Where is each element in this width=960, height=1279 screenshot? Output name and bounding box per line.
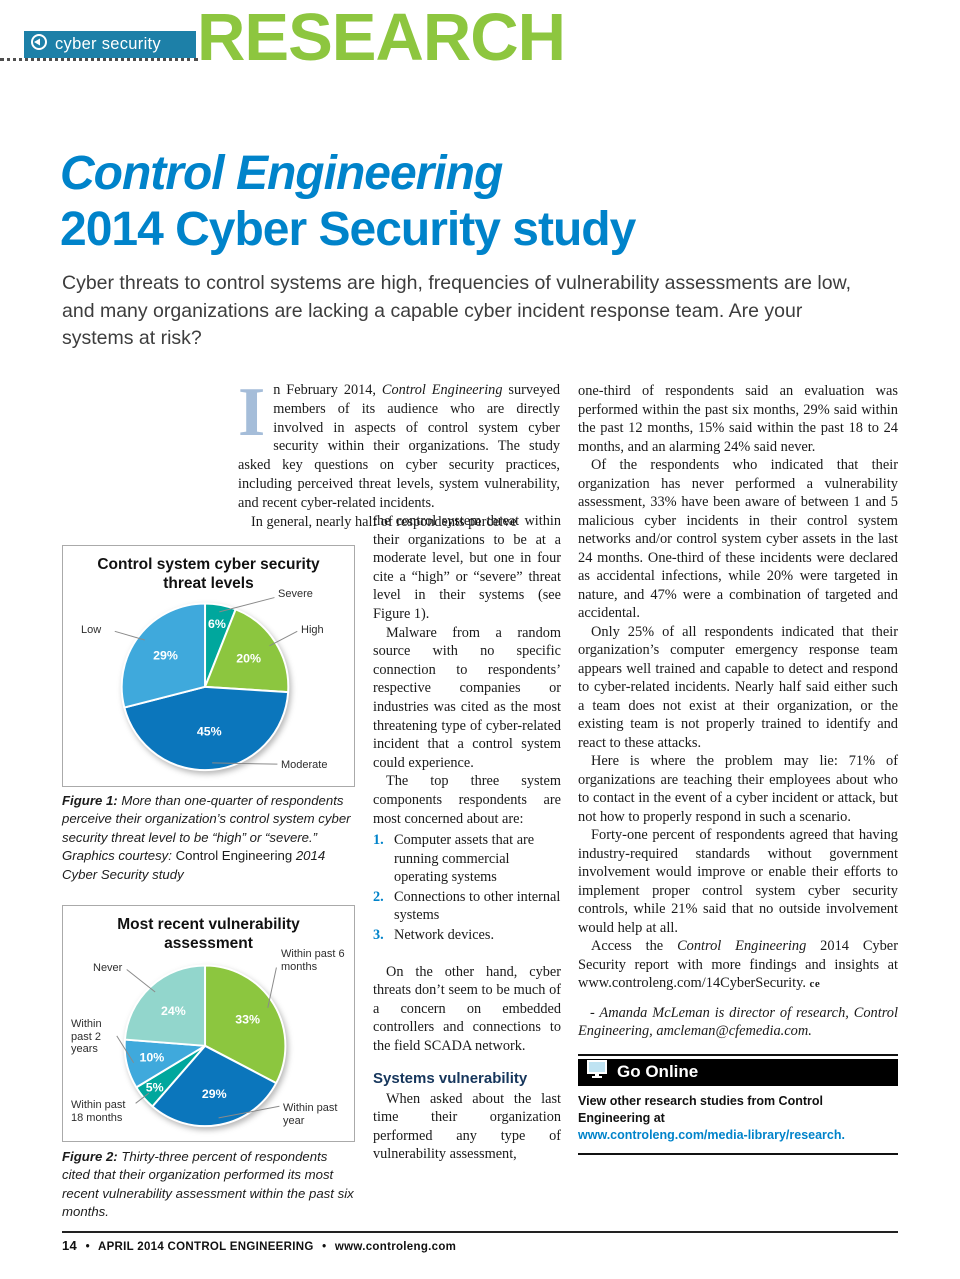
svg-text:5%: 5% (146, 1081, 164, 1095)
intro-text: n February 2014, (273, 382, 382, 398)
figure1-caption: Figure 1: More than one-quarter of respo… (62, 792, 355, 884)
figure2-title: Most recent vulnerability assessment (117, 916, 300, 952)
figure2-caption: Figure 2: Thirty-three percent of respon… (62, 1148, 355, 1222)
section-tag-label: cyber security (55, 35, 161, 53)
paragraph: On the other hand, cyber threats don’t s… (373, 963, 561, 1055)
deck: Cyber threats to control systems are hig… (62, 272, 852, 349)
figure1-caption-credit: Control Engineering (175, 848, 293, 864)
paragraph: In general, nearly half of respondents p… (251, 513, 517, 530)
systems-vulnerability-heading: Systems vulnerability (373, 1069, 528, 1087)
right-column: one-third of respondents said an evaluat… (578, 382, 898, 1155)
footer-url[interactable]: www.controleng.com (334, 1241, 457, 1253)
paragraph: The top three system components responde… (373, 773, 561, 827)
pie1-label-severe: Severe (278, 588, 313, 600)
paragraph: Forty-one percent of respondents agreed … (578, 827, 898, 936)
go-online-link[interactable]: www.controleng.com/media-library/researc… (578, 1127, 845, 1142)
paragraph: Only 25% of all respondents indicated th… (578, 623, 898, 751)
access-italic: Control Engineering (677, 938, 807, 954)
svg-text:24%: 24% (161, 1004, 186, 1018)
svg-text:33%: 33% (235, 1012, 260, 1026)
top-components-list: 1. Computer assets that are running comme… (373, 831, 561, 945)
svg-text:20%: 20% (236, 651, 261, 665)
svg-text:45%: 45% (197, 725, 222, 739)
intro-text-tail: surveyed members of its audience who are… (238, 382, 560, 511)
footer-magazine: APRIL 2014 CONTROL ENGINEERING (97, 1241, 314, 1253)
list-text: Computer assets that are running commerc… (394, 832, 535, 886)
paragraph: When asked about the last time their org… (373, 1090, 561, 1163)
list-text: Connections to other internal systems (394, 888, 561, 924)
figure1-caption-end: 2014 Cyber Security study (62, 848, 326, 882)
middle-column: the control system threat within their o… (373, 512, 561, 1164)
paragraph: Here is where the problem may lie: 71% o… (578, 753, 898, 825)
figure2-caption-text: Thirty-three percent of respondents cite… (62, 1149, 354, 1220)
access-text: Access the (591, 938, 678, 954)
pie1-label-moderate: Moderate (281, 759, 328, 771)
pie2-label-2years: Within past 2 years (71, 1018, 102, 1055)
intro-italic: Control Engineering (381, 382, 503, 398)
figure1-caption-label: Figure 1: (62, 793, 118, 808)
dotted-rule (0, 58, 198, 61)
svg-text:29%: 29% (153, 648, 178, 662)
footer-separator: • (85, 1241, 90, 1253)
paragraph: Of the respondents who indicated that th… (578, 457, 898, 621)
article-title: Control Engineering 2014 Cyber Security … (60, 146, 636, 258)
paragraph: one-third of respondents said an evaluat… (578, 383, 898, 455)
pie2-label-never: Never (93, 962, 123, 974)
list-item: 1. Computer assets that are running comme… (373, 831, 561, 887)
go-online-box: Go Online View other research studies fr… (578, 1053, 898, 1155)
ce-end-marker: ce (809, 978, 821, 990)
figure1-pie-chart: 6% 20% 45% 29% (114, 597, 298, 772)
pie2-label-18months: Within past 18 months (71, 1099, 126, 1124)
list-number: 2. (373, 888, 384, 905)
go-online-title: Go Online (617, 1062, 699, 1081)
go-online-text: View other research studies from Control… (578, 1093, 898, 1155)
pie1-label-high: High (301, 624, 324, 636)
pie1-label-low: Low (81, 624, 102, 636)
article-title-line2: 2014 Cyber Security study (60, 203, 636, 256)
go-online-line1: View other research studies from Control… (578, 1093, 823, 1125)
figure1-title: Control system cyber security threat lev… (97, 556, 320, 592)
go-online-bar: Go Online (578, 1058, 898, 1086)
page-number: 14 (62, 1238, 78, 1253)
list-number: 1. (373, 832, 384, 849)
svg-text:10%: 10% (139, 1051, 164, 1065)
paragraph: Malware from a random source with no spe… (373, 624, 561, 771)
svg-text:6%: 6% (208, 617, 226, 631)
section-tag: cyber security (24, 31, 196, 58)
list-item: 3. Network devices. (373, 926, 561, 945)
article-title-line1: Control Engineering (60, 147, 503, 200)
paragraph: Access the Control Engineering 2014 Cybe… (578, 937, 898, 994)
access-text-tail: 2014 Cyber Security report with more fin… (578, 938, 898, 991)
pie2-label-6months: Within past 6 months (281, 948, 345, 973)
paragraph: the control system threat within their o… (373, 513, 561, 622)
list-number: 3. (373, 927, 384, 944)
monitor-icon (587, 1059, 609, 1085)
page-footer: 14 • APRIL 2014 CONTROL ENGINEERING • ww… (62, 1231, 898, 1253)
figure2-caption-label: Figure 2: (62, 1149, 118, 1164)
cyber-security-icon (30, 33, 48, 56)
research-banner: RESEARCH (197, 0, 566, 75)
pie2-label-year: Within past year (283, 1102, 338, 1127)
list-item: 2. Connections to other internal systems (373, 888, 561, 925)
list-text: Network devices. (394, 927, 495, 944)
figure2-box: Most recent vulnerability assessment 33%… (62, 905, 355, 1142)
byline: - Amanda McLeman is director of research… (578, 1004, 898, 1040)
figure1-caption-text: More than one-quarter of respondents per… (62, 793, 351, 864)
figure2-pie-chart: 33% 29% 5% 10% 24% (116, 964, 287, 1128)
figure1-box: Control system cyber security threat lev… (62, 545, 355, 787)
svg-text:29%: 29% (202, 1087, 227, 1101)
footer-separator: • (322, 1241, 327, 1253)
dropcap: I (238, 374, 266, 451)
